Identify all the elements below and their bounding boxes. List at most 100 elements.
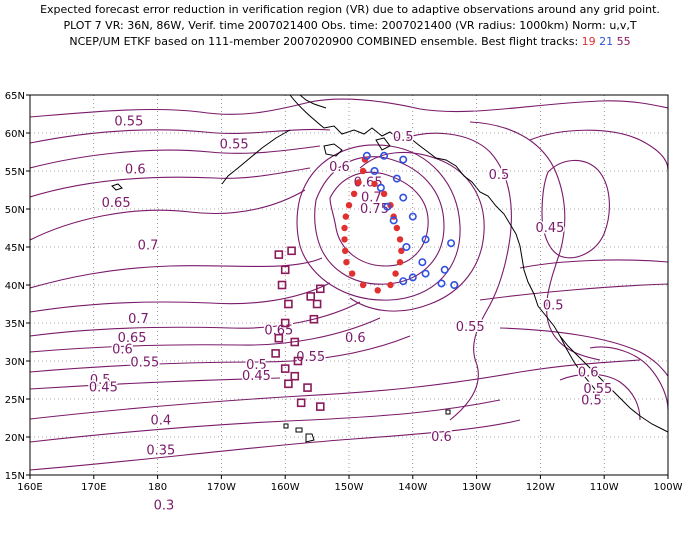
y-tick-label: 50N [5,205,25,216]
track-55-point [280,318,290,328]
contour-label: 0.55 [583,382,612,397]
contour-label: 0.6 [345,331,366,346]
contour-label: 0.55 [456,320,485,335]
contour-line [314,156,445,285]
y-tick-label: 15N [5,471,25,482]
track-55-point [274,333,284,343]
contour-label: 0.45 [535,221,564,236]
contour-label: 0.5 [246,358,267,373]
track-55-point [306,292,316,301]
island-coast [323,143,343,157]
contour-label: 0.75 [360,202,389,217]
north-coast-fragment [299,95,327,109]
y-tick-label: 35N [5,319,25,330]
track-19-point [361,156,369,163]
x-tick-label: 100W [654,482,683,493]
track-55-point [274,250,284,259]
track-21-point [450,280,459,289]
contour-line [30,419,521,471]
contour-labels: 0.550.550.60.650.70.70.650.60.550.50.450… [87,113,613,515]
contour-line [30,189,306,241]
contour-line [349,151,485,312]
x-tick-label: 140W [398,482,427,493]
contour-label: 0.5 [489,168,510,183]
track-21-point [389,216,398,225]
contour-line [589,346,668,411]
track-55-point [280,364,290,373]
contour-line [30,377,281,390]
track-55-point [303,383,312,392]
contour-line [541,159,610,259]
track-21-point [408,273,417,282]
contour-line [499,327,668,377]
track-21-point [402,243,411,252]
track-21-point [418,258,427,267]
alaska-peninsula-coast [221,129,291,185]
plot-header: Expected forecast error reduction in ver… [0,2,700,50]
contour-line [30,98,668,118]
contour-label: 0.5 [581,394,602,409]
contour-label: 0.5 [543,299,564,314]
contour-label: 0.55 [114,115,143,130]
track-19-point [342,213,350,220]
y-tick-label: 45N [5,243,25,254]
contour-label: 0.6 [125,162,146,177]
track-55-point [271,349,280,358]
track-21-point [447,239,456,248]
track-55-point [284,379,293,389]
track-21-point [437,279,446,288]
x-tick-label: 160E [17,482,42,493]
header-line-3-text: NCEP/UM ETKF based on 111-member 2007020… [69,35,579,48]
y-tick-label: 55N [5,167,25,178]
track-19-point [350,190,358,197]
x-tick-label: 180 [148,482,167,493]
track-19-point [396,236,404,243]
contour-label: 0.6 [431,430,452,445]
island-coast [445,409,451,415]
contour-line [30,301,361,337]
contour-label: 0.55 [130,356,159,371]
island-coast [375,137,391,151]
contour-line [329,171,429,267]
y-tick-label: 65N [5,91,25,102]
header-line-1: Expected forecast error reduction in ver… [40,3,660,16]
x-tick-label: 150W [335,482,364,493]
x-tick-label: 160W [271,482,300,493]
track-21-point [399,277,408,286]
contour-line [469,121,601,361]
track-21-point [380,151,389,160]
coastlines [111,95,668,443]
track-55-point [315,284,325,294]
track-55-label: 55 [616,35,631,48]
island-coast [305,433,315,443]
track-19-point [387,281,394,289]
contour-label: 0.55 [296,350,325,365]
track-19-point [341,236,348,243]
track-55-point [315,402,325,411]
track-21-point [421,269,430,278]
track-21-point [370,167,379,176]
track-55-point [277,280,287,290]
track-55-point [296,398,306,408]
track-19-point [359,167,367,175]
track-21-point [392,174,401,183]
y-axis-labels: 65N 60N 55N 50N 45N 40N 35N 30N 25N 20N 15N [5,91,30,482]
track-55-point [287,246,296,256]
track-19-point [398,247,405,254]
track-19-point [396,259,404,266]
contour-line [30,145,321,169]
contour-label: 0.7 [361,191,382,206]
track-55-point [293,356,303,366]
y-tick-label: 40N [5,281,25,292]
flight-tracks [271,151,459,411]
contour-line [30,317,381,353]
contour-label: 0.5 [393,130,414,145]
contour-line [30,335,411,373]
island-coast [111,183,123,191]
track-19-label: 19 [581,35,596,48]
contour-line [399,132,512,421]
x-axis-labels: 160E 170E 180 170W 160W 150W 140W 130W 120W 110W 1… [17,475,683,493]
header-line-3: NCEP/UM ETKF based on 111-member 2007020… [0,34,700,50]
track-21-point [376,183,385,192]
